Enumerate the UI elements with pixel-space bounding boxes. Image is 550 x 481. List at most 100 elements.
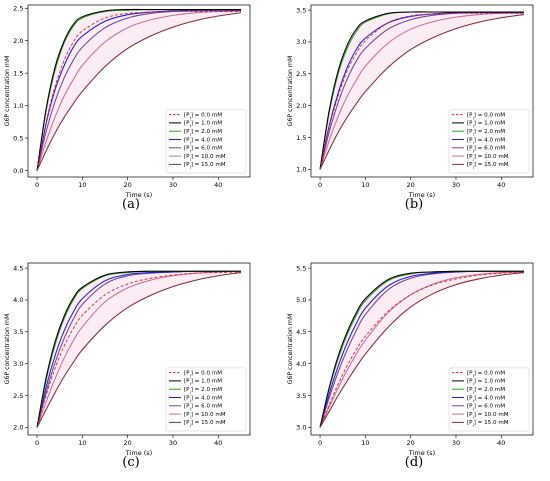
x-tick-label: 30	[452, 181, 460, 189]
legend-label: [Pi] = 15.0 mM	[467, 420, 509, 428]
x-tick-label: 20	[407, 439, 415, 447]
legend-label: [Pi] = 6.0 mM	[467, 404, 505, 412]
series-line	[36, 9, 241, 171]
y-tick-label: 5.5	[296, 264, 306, 272]
y-tick-label: 2.5	[296, 70, 306, 78]
series-line	[36, 270, 241, 428]
series-line	[319, 272, 524, 428]
chart-panel: 0 10 20 30 40 1.0 1.5 2.0 2.5 3.0 3.5 Time (s) G6P c…	[287, 4, 534, 212]
y-axis-label: G6P concentration mM	[287, 56, 294, 127]
x-tick-label: 30	[452, 439, 460, 447]
legend: [Pi] = 0.0 mM[Pi] = 1.0 mM[Pi] = 2.0 mM[…	[448, 367, 530, 432]
series-line	[319, 270, 524, 428]
y-tick-label: 3.0	[296, 424, 306, 432]
x-tick-label: 10	[361, 439, 369, 447]
legend-label: [Pi] = 4.0 mM	[467, 395, 505, 403]
legend-label: [Pi] = 2.0 mM	[467, 129, 505, 137]
y-tick-label: 4.0	[296, 360, 306, 368]
series-line	[36, 10, 241, 171]
chart-panel: 0 10 20 30 40 0.0 0.5 1.0 1.5 2.0 2.5 Time (s) G6P c…	[4, 5, 251, 212]
y-tick-label: 3.0	[13, 360, 23, 368]
y-tick-label: 3.5	[296, 392, 306, 400]
legend-label: [Pi] = 4.0 mM	[184, 395, 222, 403]
y-tick-label: 2.5	[13, 392, 23, 400]
series-line	[36, 271, 241, 428]
y-axis-label: G6P concentration mM	[4, 314, 11, 385]
legend-label: [Pi] = 2.0 mM	[467, 387, 505, 395]
x-axis-label: Time (s)	[408, 449, 435, 457]
legend: [Pi] = 0.0 mM[Pi] = 1.0 mM[Pi] = 2.0 mM[…	[448, 109, 530, 174]
y-tick-label: 0.0	[13, 167, 23, 175]
y-tick-label: 1.0	[296, 166, 306, 174]
y-axis-label: G6P concentration mM	[287, 314, 294, 385]
legend-label: [Pi] = 1.0 mM	[467, 121, 505, 129]
series-line	[319, 12, 524, 170]
y-axis-label: G6P concentration mM	[4, 56, 11, 127]
legend-label: [Pi] = 15.0 mM	[184, 420, 226, 428]
legend-label: [Pi] = 6.0 mM	[184, 146, 222, 154]
legend-label: [Pi] = 1.0 mM	[184, 379, 222, 387]
y-tick-label: 1.5	[13, 69, 23, 77]
confidence-band	[37, 271, 241, 428]
panel-caption: (a)	[122, 197, 140, 212]
panel-caption: (c)	[122, 455, 139, 470]
legend-label: [Pi] = 0.0 mM	[467, 370, 505, 378]
x-tick-label: 10	[361, 181, 369, 189]
legend-box	[448, 109, 530, 174]
legend-label: [Pi] = 15.0 mM	[467, 162, 509, 170]
x-tick-label: 0	[318, 181, 322, 189]
confidence-band	[37, 9, 241, 171]
y-tick-label: 3.5	[296, 6, 306, 14]
series-line	[319, 271, 524, 428]
legend: [Pi] = 0.0 mM[Pi] = 1.0 mM[Pi] = 2.0 mM[…	[165, 367, 247, 432]
legend-label: [Pi] = 0.0 mM	[467, 112, 505, 120]
legend-box	[448, 367, 530, 432]
series-line	[319, 12, 524, 170]
y-tick-label: 2.0	[296, 102, 306, 110]
series-line	[319, 14, 525, 170]
x-tick-label: 40	[497, 181, 505, 189]
legend-label: [Pi] = 10.0 mM	[467, 412, 509, 420]
y-tick-label: 3.5	[13, 328, 23, 336]
legend-label: [Pi] = 0.0 mM	[184, 112, 222, 120]
x-axis-label: Time (s)	[408, 191, 435, 199]
series-line	[36, 8, 241, 171]
legend-label: [Pi] = 10.0 mM	[184, 412, 226, 420]
series-line	[36, 9, 241, 171]
x-tick-label: 20	[124, 181, 132, 189]
series-line	[319, 11, 524, 170]
y-tick-label: 2.0	[13, 424, 23, 432]
y-tick-label: 3.0	[296, 38, 306, 46]
x-tick-label: 0	[35, 439, 39, 447]
legend-label: [Pi] = 10.0 mM	[184, 154, 226, 162]
series-line	[36, 10, 241, 171]
legend-label: [Pi] = 1.0 mM	[467, 379, 505, 387]
legend-label: [Pi] = 6.0 mM	[467, 146, 505, 154]
y-tick-label: 1.5	[296, 134, 306, 142]
legend-box	[165, 367, 247, 432]
x-tick-label: 0	[318, 439, 322, 447]
y-tick-label: 1.0	[13, 102, 23, 110]
legend: [Pi] = 0.0 mM[Pi] = 1.0 mM[Pi] = 2.0 mM[…	[165, 109, 247, 174]
x-tick-label: 10	[78, 181, 86, 189]
y-tick-label: 4.0	[13, 296, 23, 304]
x-tick-label: 30	[169, 181, 177, 189]
x-tick-label: 20	[124, 439, 132, 447]
y-tick-label: 2.5	[13, 5, 23, 13]
y-tick-label: 4.5	[13, 264, 23, 272]
series-line	[319, 271, 524, 428]
legend-label: [Pi] = 0.0 mM	[184, 370, 222, 378]
x-axis-label: Time (s)	[125, 191, 152, 199]
y-tick-label: 0.5	[13, 134, 23, 142]
panel-caption: (d)	[405, 455, 423, 470]
x-tick-label: 40	[497, 439, 505, 447]
legend-label: [Pi] = 10.0 mM	[467, 154, 509, 162]
x-tick-label: 40	[214, 439, 222, 447]
legend-label: [Pi] = 4.0 mM	[184, 137, 222, 145]
x-tick-label: 10	[78, 439, 86, 447]
legend-label: [Pi] = 4.0 mM	[467, 137, 505, 145]
legend-label: [Pi] = 2.0 mM	[184, 129, 222, 137]
chart-panel: 0 10 20 30 40 2.0 2.5 3.0 3.5 4.0 4.5 Time (s) G6P c…	[4, 262, 251, 470]
y-tick-label: 5.0	[296, 296, 306, 304]
